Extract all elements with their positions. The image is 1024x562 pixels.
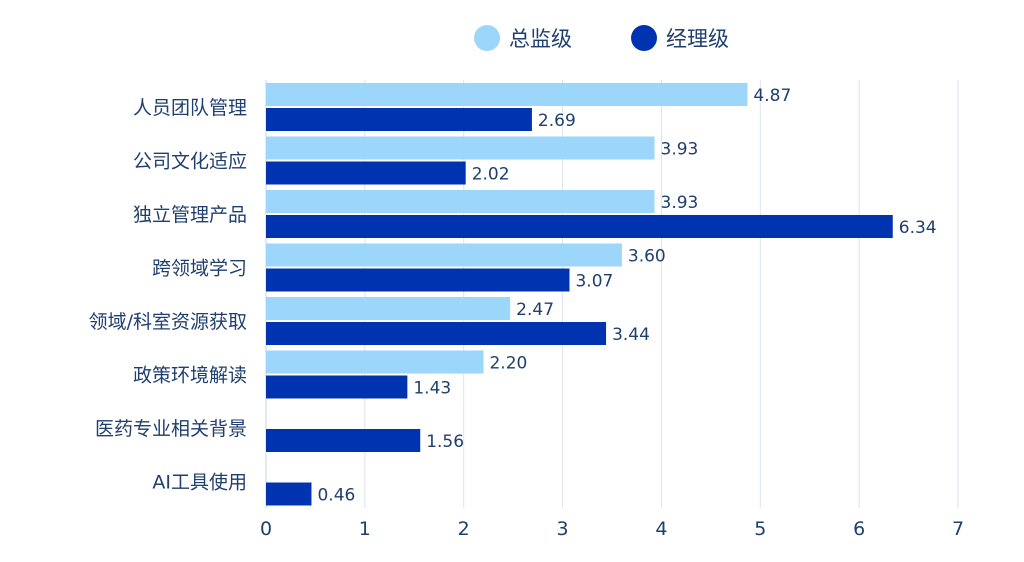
x-tick-label: 2	[458, 518, 470, 540]
data-label: 3.44	[612, 325, 650, 345]
data-label: 2.02	[472, 165, 510, 185]
category-label: 公司文化适应	[133, 151, 247, 173]
legend-marker	[631, 25, 657, 51]
data-label: 3.93	[661, 140, 699, 160]
legend-marker	[474, 25, 500, 51]
category-label: 医药专业相关背景	[95, 418, 247, 440]
data-label: 3.07	[575, 272, 613, 292]
bar-director	[266, 190, 655, 213]
bar-director	[266, 350, 484, 374]
bar-manager	[266, 429, 421, 452]
bar-manager	[266, 268, 570, 292]
category-label: 人员团队管理	[133, 97, 247, 119]
data-label: 6.34	[899, 218, 937, 238]
category-label: AI工具使用	[152, 472, 247, 494]
x-tick-label: 7	[952, 518, 964, 540]
legend-label: 总监级	[509, 27, 572, 51]
data-label: 2.20	[489, 354, 527, 374]
bar-manager	[266, 108, 532, 131]
data-label: 1.43	[413, 379, 451, 399]
bar-manager	[266, 375, 408, 399]
x-tick-label: 0	[260, 518, 272, 540]
category-label: 独立管理产品	[133, 204, 247, 226]
legend-label: 经理级	[666, 27, 729, 51]
category-label: 跨领域学习	[152, 258, 247, 280]
bar-director	[266, 136, 655, 160]
x-tick-label: 4	[655, 518, 667, 540]
bar-director	[266, 83, 748, 106]
bar-manager	[266, 215, 893, 238]
bar-manager	[266, 482, 312, 506]
x-tick-label: 5	[754, 518, 766, 540]
bar-manager	[266, 161, 466, 185]
data-label: 2.47	[516, 300, 554, 320]
data-label: 3.60	[628, 247, 666, 267]
x-tick-label: 3	[557, 518, 569, 540]
data-label: 2.69	[538, 111, 576, 131]
x-tick-label: 6	[853, 518, 865, 540]
data-label: 1.56	[426, 432, 464, 452]
bar-manager	[266, 322, 607, 345]
bar-director	[266, 297, 511, 320]
bar-director	[266, 243, 622, 267]
data-label: 3.93	[661, 193, 699, 213]
x-tick-label: 1	[359, 518, 371, 540]
category-label: 领域/科室资源获取	[89, 311, 247, 333]
category-label: 政策环境解读	[133, 365, 247, 387]
data-label: 4.87	[753, 86, 791, 106]
data-label: 0.46	[317, 486, 355, 506]
